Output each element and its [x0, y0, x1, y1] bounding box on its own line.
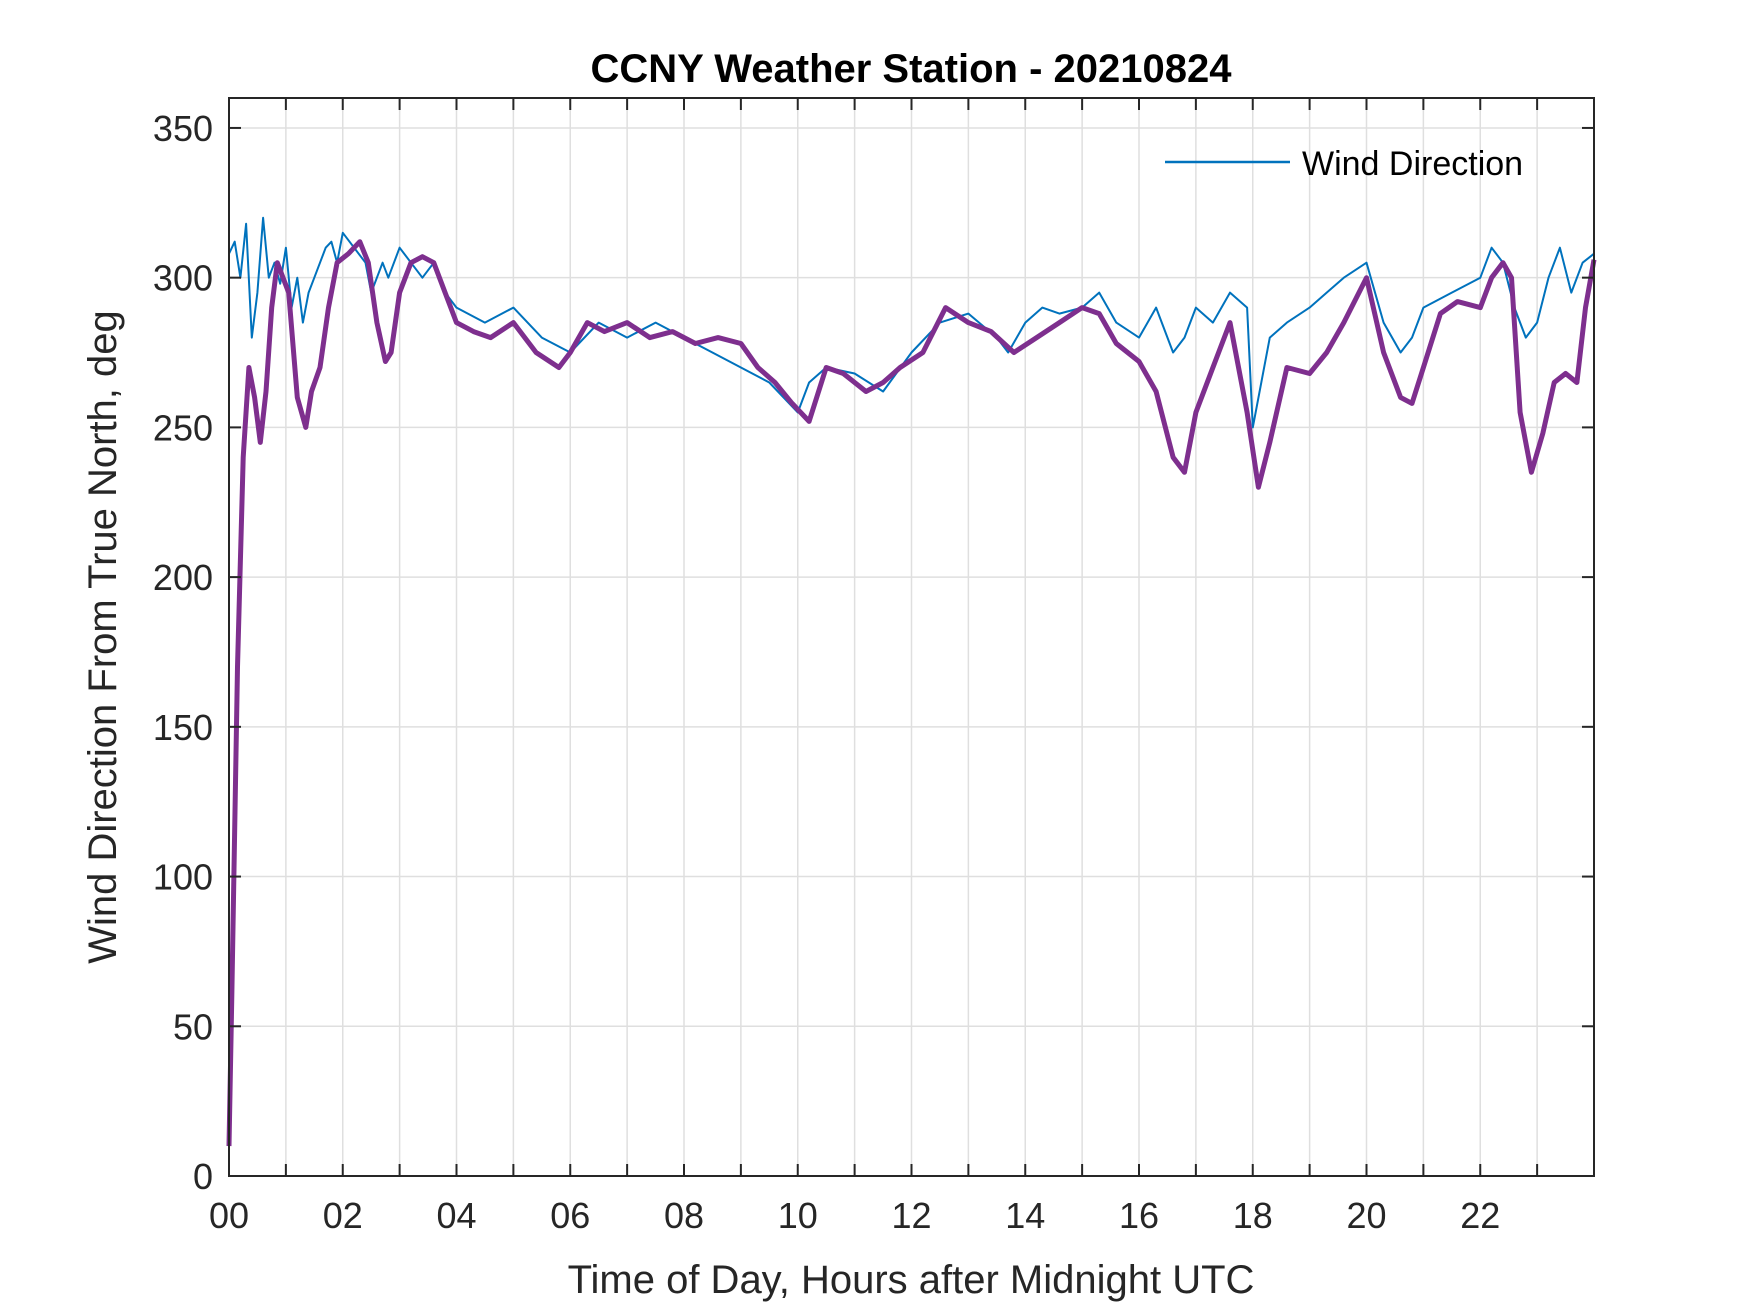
x-tick-label: 04: [436, 1195, 476, 1236]
wind-direction-line: [228, 216, 1595, 429]
data-series: [226, 216, 1597, 1147]
y-tick-label: 300: [153, 258, 213, 299]
x-axis-label: Time of Day, Hours after Midnight UTC: [568, 1258, 1255, 1302]
x-tick-label: 22: [1460, 1195, 1500, 1236]
legend: Wind Direction: [1165, 145, 1523, 183]
axis-ticks: 00 02 04 06 08 10 12 14 16 18 20 22 0 50 100 150 200 250 3…: [153, 98, 1594, 1236]
x-tick-label: 06: [550, 1195, 590, 1236]
y-tick-label: 150: [153, 707, 213, 748]
x-tick-label: 18: [1233, 1195, 1273, 1236]
x-tick-label: 16: [1119, 1195, 1159, 1236]
x-tick-label: 12: [891, 1195, 931, 1236]
x-tick-label: 20: [1346, 1195, 1386, 1236]
y-tick-label: 50: [173, 1006, 213, 1047]
legend-entry-wind-direction: Wind Direction: [1302, 145, 1523, 183]
y-tick-label: 250: [153, 407, 213, 448]
y-tick-label: 0: [193, 1156, 213, 1197]
x-tick-label: 10: [778, 1195, 818, 1236]
y-axis-label: Wind Direction From True North, deg: [81, 310, 125, 964]
moving-average-line: [226, 239, 1597, 1147]
y-tick-label: 350: [153, 108, 213, 149]
y-tick-label: 200: [153, 557, 213, 598]
x-tick-label: 08: [664, 1195, 704, 1236]
x-tick-label: 00: [209, 1195, 249, 1236]
y-tick-label: 100: [153, 857, 213, 898]
grid-lines: [229, 98, 1594, 1176]
chart-title: CCNY Weather Station - 20210824: [591, 47, 1233, 91]
x-tick-label: 14: [1005, 1195, 1045, 1236]
x-tick-label: 02: [323, 1195, 363, 1236]
